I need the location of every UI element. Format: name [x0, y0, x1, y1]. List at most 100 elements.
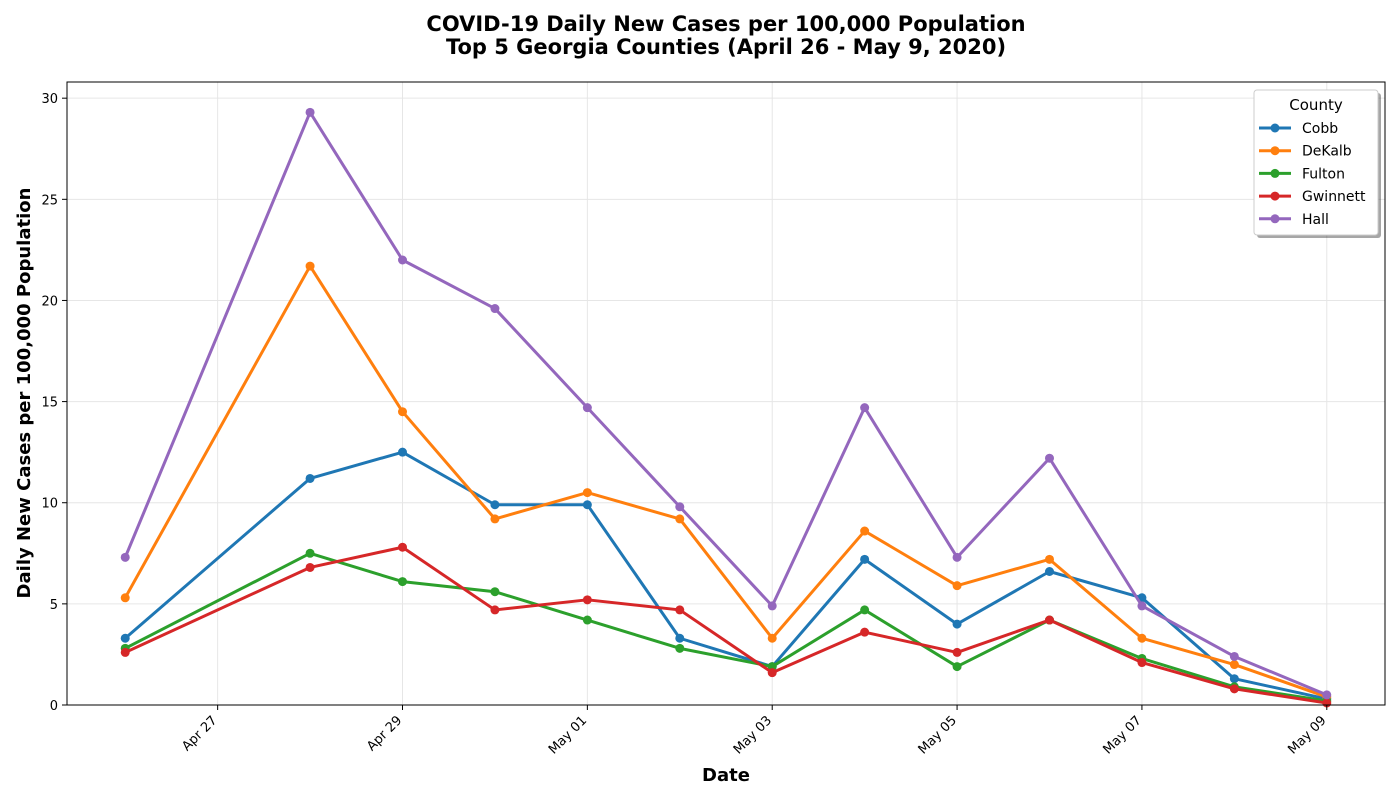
data-point-fulton — [860, 605, 870, 615]
y-tick-label: 30 — [41, 92, 58, 107]
data-point-cobb — [582, 500, 592, 510]
data-point-hall — [1229, 651, 1239, 661]
data-point-dekalb — [1044, 554, 1054, 564]
x-tick-label: Apr 29 — [364, 713, 405, 754]
data-point-cobb — [1229, 674, 1239, 684]
y-tick-label: 25 — [41, 193, 58, 208]
y-axis: 0 5 10 15 20 25 30 — [41, 92, 67, 714]
data-point-hall — [398, 255, 408, 265]
data-point-hall — [1322, 690, 1332, 700]
data-point-dekalb — [675, 514, 685, 524]
data-point-cobb — [860, 554, 870, 564]
chart-title-line-1: COVID-19 Daily New Cases per 100,000 Pop… — [426, 12, 1025, 36]
data-point-dekalb — [860, 526, 870, 536]
legend-label-gwinnett: Gwinnett — [1302, 189, 1366, 205]
data-point-cobb — [490, 500, 500, 510]
legend-label-dekalb: DeKalb — [1302, 144, 1352, 160]
x-axis: Apr 27 Apr 29 May 01 May 03 May 05 May 07 May … — [179, 705, 1330, 757]
data-point-dekalb — [1229, 660, 1239, 670]
legend-marker-fulton — [1270, 168, 1280, 178]
data-point-gwinnett — [582, 595, 592, 605]
series-line-cobb — [123, 450, 1329, 701]
data-point-hall — [582, 403, 592, 413]
data-point-gwinnett — [860, 627, 870, 637]
data-point-gwinnett — [305, 562, 315, 572]
series-line-gwinnett — [123, 545, 1329, 705]
data-point-cobb — [305, 473, 315, 483]
legend-marker-cobb — [1270, 123, 1280, 133]
data-point-cobb — [398, 447, 408, 457]
data-point-gwinnett — [490, 605, 500, 615]
data-point-hall — [120, 552, 130, 562]
y-tick-label: 0 — [50, 699, 58, 714]
data-point-dekalb — [1137, 633, 1147, 643]
legend-marker-dekalb — [1270, 146, 1280, 156]
data-point-hall — [305, 107, 315, 117]
grid — [67, 82, 1385, 706]
data-point-dekalb — [120, 593, 130, 603]
data-point-gwinnett — [767, 668, 777, 678]
data-point-gwinnett — [952, 647, 962, 657]
data-point-hall — [1044, 453, 1054, 463]
data-point-dekalb — [490, 514, 500, 524]
y-axis-title: Daily New Cases per 100,000 Population — [14, 188, 35, 599]
legend-marker-gwinnett — [1270, 191, 1280, 201]
legend-title: County — [1289, 96, 1343, 114]
legend-label-cobb: Cobb — [1302, 121, 1338, 137]
data-point-cobb — [1044, 567, 1054, 576]
legend-label-hall: Hall — [1302, 212, 1329, 228]
y-tick-label: 10 — [41, 497, 58, 512]
series-hall — [120, 107, 1332, 700]
data-point-gwinnett — [1229, 684, 1239, 694]
data-point-gwinnett — [398, 542, 408, 552]
y-tick-label: 20 — [41, 294, 58, 309]
data-point-hall — [952, 552, 962, 562]
data-point-hall — [860, 403, 870, 413]
x-tick-label: May 01 — [546, 713, 590, 757]
data-point-gwinnett — [120, 647, 130, 657]
data-point-fulton — [305, 548, 315, 558]
y-tick-label: 5 — [50, 598, 58, 613]
legend-item-gwinnett: Gwinnett — [1259, 189, 1366, 205]
x-tick-label: May 03 — [731, 713, 775, 757]
data-point-gwinnett — [1044, 615, 1054, 625]
chart-title-line-2: Top 5 Georgia Counties (April 26 - May 9… — [446, 35, 1006, 59]
data-point-hall — [1137, 601, 1147, 611]
data-point-dekalb — [398, 407, 408, 417]
data-point-cobb — [952, 619, 962, 629]
series-dekalb — [120, 261, 1332, 702]
x-axis-title: Date — [702, 765, 750, 786]
x-tick-label: May 09 — [1285, 713, 1329, 757]
legend-label-fulton: Fulton — [1302, 166, 1345, 182]
plot-frame — [66, 81, 1386, 706]
series-layer — [120, 107, 1332, 708]
data-point-fulton — [490, 587, 500, 597]
data-point-gwinnett — [1137, 658, 1147, 668]
x-tick-label: Apr 27 — [179, 713, 220, 754]
data-point-dekalb — [952, 581, 962, 591]
data-point-dekalb — [767, 633, 777, 643]
data-point-hall — [675, 502, 685, 512]
series-line-fulton — [123, 551, 1329, 703]
data-point-gwinnett — [675, 605, 685, 615]
x-tick-label: May 07 — [1101, 713, 1145, 757]
data-point-cobb — [120, 633, 130, 643]
legend: County Cobb DeKalb Fulton Gwinnett Hall — [1253, 89, 1381, 238]
legend-item-fulton: Fulton — [1259, 166, 1345, 182]
data-point-cobb — [675, 633, 685, 643]
y-tick-label: 15 — [41, 396, 58, 411]
series-gwinnett — [120, 542, 1332, 708]
data-point-hall — [490, 304, 500, 314]
legend-item-dekalb: DeKalb — [1259, 144, 1352, 160]
data-point-fulton — [582, 615, 592, 625]
legend-box — [1253, 89, 1379, 236]
legend-item-hall: Hall — [1259, 212, 1329, 228]
legend-item-cobb: Cobb — [1259, 121, 1338, 137]
data-point-dekalb — [305, 261, 315, 271]
data-point-hall — [767, 601, 777, 611]
x-tick-label: May 05 — [916, 713, 960, 757]
data-point-dekalb — [582, 488, 592, 498]
data-point-fulton — [952, 662, 962, 672]
data-point-fulton — [675, 643, 685, 653]
